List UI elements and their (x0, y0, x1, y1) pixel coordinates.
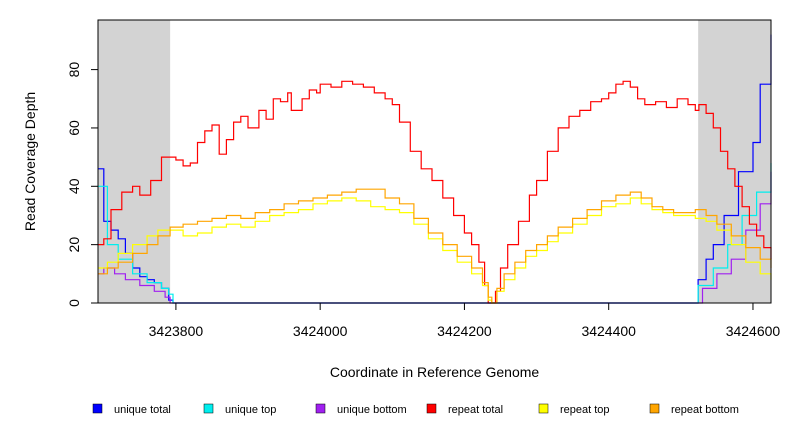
y-axis-label: Read Coverage Depth (22, 92, 38, 231)
legend-label-unique-total: unique total (114, 404, 171, 416)
legend-swatch-repeat-total (426, 403, 437, 414)
legend-label-unique-bottom: unique bottom (337, 404, 407, 416)
legend-swatch-unique-total (92, 403, 103, 414)
shaded-regions (98, 20, 771, 303)
series-line-unique-bottom (98, 171, 772, 304)
legend-swatch-repeat-top (538, 403, 549, 414)
legend-label-repeat-bottom: repeat bottom (671, 404, 739, 416)
y-tick-label: 0 (66, 299, 82, 307)
legend-swatch-repeat-bottom (649, 403, 660, 414)
series-line-unique-top (98, 163, 772, 304)
x-tick-label: 3424400 (581, 323, 636, 339)
legend-swatch-unique-bottom (315, 403, 326, 414)
x-tick-label: 3424600 (726, 323, 781, 339)
x-tick-label: 3423800 (149, 323, 204, 339)
y-tick-label: 60 (66, 120, 82, 136)
series-line-repeat-bottom (98, 188, 772, 304)
x-tick-label: 3424000 (293, 323, 348, 339)
legend-label-unique-top: unique top (225, 404, 276, 416)
legend-label-repeat-top: repeat top (560, 404, 610, 416)
x-axis-label: Coordinate in Reference Genome (330, 364, 540, 380)
x-tick-label: 3424200 (437, 323, 492, 339)
y-tick-label: 20 (66, 237, 82, 253)
series-line-repeat-top (98, 197, 772, 304)
legend-swatch-unique-top (203, 403, 214, 414)
shaded-region-2 (698, 20, 771, 303)
y-tick-label: 40 (66, 178, 82, 194)
legend: unique total unique top unique bottom repea… (92, 403, 739, 416)
legend-label-repeat-total: repeat total (448, 404, 503, 416)
axes: 3423800 3424000 3424200 3424400 3424600 0 20 40… (66, 62, 780, 339)
series-line-repeat-total (98, 80, 772, 304)
plot-frame (97, 19, 772, 304)
shaded-region-1 (98, 20, 171, 303)
y-tick-label: 80 (66, 62, 82, 78)
series-line-unique-total (98, 34, 772, 304)
series-lines (98, 34, 772, 304)
